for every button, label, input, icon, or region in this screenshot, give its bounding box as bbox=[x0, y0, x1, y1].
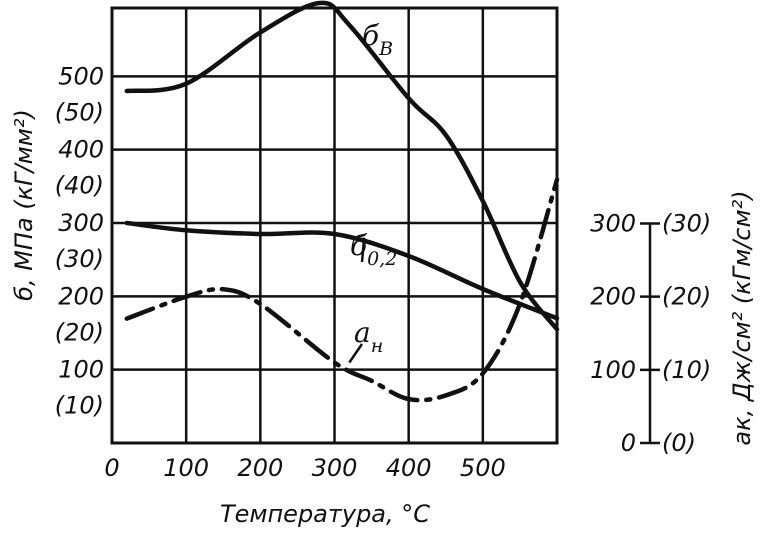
y-right-tick-label: 0 bbox=[621, 429, 636, 457]
x-tick-label: 200 bbox=[237, 454, 283, 482]
y-right-tick-sublabel: (20) bbox=[662, 283, 711, 311]
grid bbox=[110, 6, 559, 445]
series-label-leader bbox=[355, 31, 373, 53]
y-left-tick-label: 500 bbox=[58, 62, 104, 90]
y-left-tick-label: 100 bbox=[58, 356, 104, 384]
x-tick-label: 0 bbox=[104, 454, 119, 482]
y-right-axis-title: aк, Дж/см² (кГм/см²) bbox=[728, 190, 756, 445]
series-label-1: б0,2 bbox=[350, 229, 397, 270]
series-line-1 bbox=[124, 220, 560, 321]
y-left-tick-label: 400 bbox=[58, 136, 104, 164]
series-lines bbox=[124, 0, 560, 403]
y-right-tick-label: 300 bbox=[590, 209, 636, 237]
y-left-tick-label: 300 bbox=[58, 209, 104, 237]
series-line-2 bbox=[124, 177, 560, 403]
y-left-tick-sublabel: (50) bbox=[55, 98, 104, 126]
tick-labels: 0 100 200 300 400 500 100 (10) 200 (20) 300 (30) 400… bbox=[55, 62, 506, 482]
series-label-sub: н bbox=[371, 335, 384, 357]
y-left-tick-label: 200 bbox=[58, 282, 104, 310]
y-left-tick-sublabel: (30) bbox=[55, 245, 104, 273]
y-left-axis-title: б, МПа (кГ/мм²) bbox=[10, 109, 38, 301]
x-tick-label: 100 bbox=[163, 454, 209, 482]
y-right-tick-sublabel: (0) bbox=[662, 429, 696, 457]
right-axis: 0 (0) 100 (10) 200 (20) 300 (30) bbox=[590, 209, 711, 457]
y-right-tick-sublabel: (30) bbox=[662, 209, 711, 237]
series-label-leader bbox=[348, 343, 364, 364]
y-right-tick-label: 200 bbox=[590, 283, 636, 311]
y-left-tick-sublabel: (40) bbox=[55, 172, 104, 200]
series-label-0: бВ bbox=[362, 19, 393, 60]
series-label-sub: 0,2 bbox=[367, 248, 397, 270]
x-tick-label: 400 bbox=[386, 454, 432, 482]
series-line-0 bbox=[124, 0, 560, 332]
series-label-leader bbox=[360, 237, 366, 263]
x-tick-label: 300 bbox=[312, 454, 358, 482]
y-right-tick-sublabel: (10) bbox=[662, 356, 711, 384]
y-right-tick-label: 100 bbox=[590, 356, 636, 384]
series-label-sub: В bbox=[378, 38, 393, 60]
x-tick-label: 500 bbox=[460, 454, 506, 482]
x-axis-title: Температура, °С bbox=[220, 500, 430, 528]
y-left-tick-sublabel: (10) bbox=[55, 392, 104, 420]
y-left-tick-sublabel: (20) bbox=[55, 318, 104, 346]
